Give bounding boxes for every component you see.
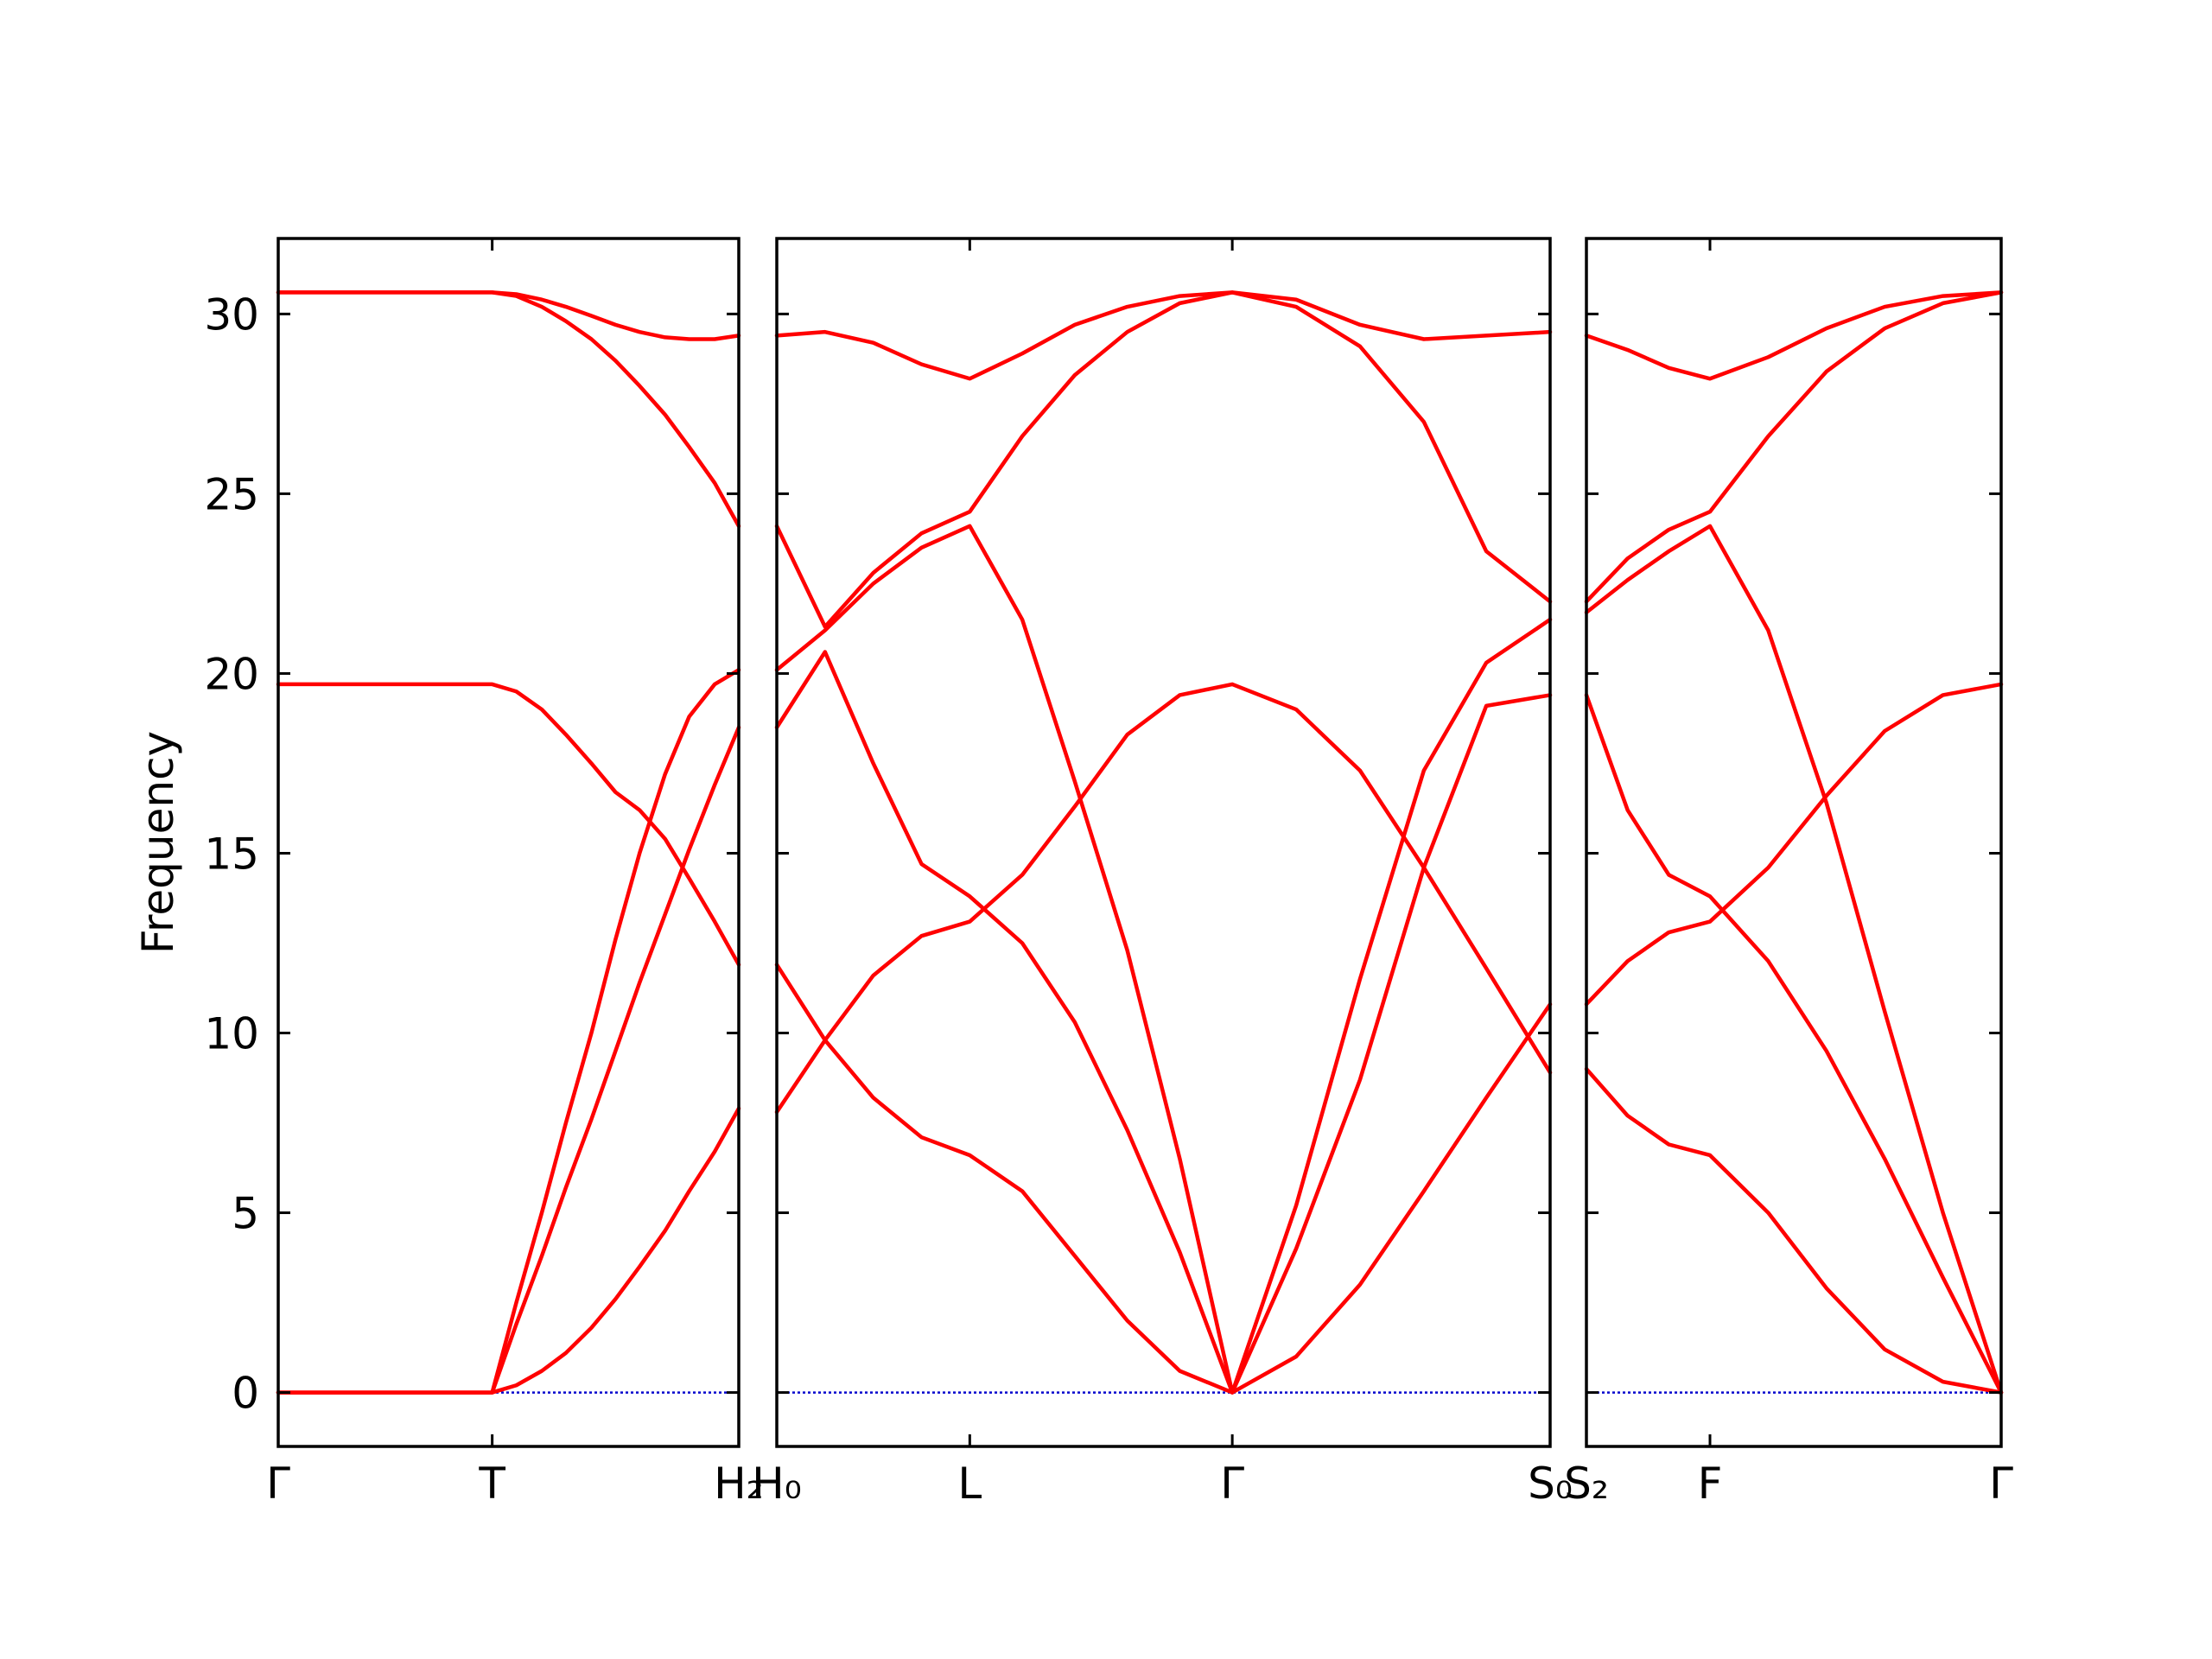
y-axis-label: Frequency (133, 731, 183, 954)
x-tick-label: H₀ (752, 1459, 802, 1509)
x-tick-label: S₂ (1564, 1459, 1609, 1509)
band-line (276, 668, 741, 1395)
band-line (774, 682, 1553, 1115)
y-tick-label: 10 (204, 1009, 259, 1059)
band-line (774, 290, 1553, 381)
x-tick-label: Γ (1220, 1459, 1244, 1509)
band-line (1584, 1066, 2004, 1395)
band-line (1584, 693, 2004, 1395)
band-line (1584, 524, 2004, 1395)
y-tick-label: 30 (204, 289, 259, 340)
x-tick-label: Γ (266, 1459, 290, 1509)
x-tick-label: L (957, 1459, 982, 1509)
band-line (774, 650, 1553, 1395)
band-line (1584, 682, 2004, 1007)
axes-frame (1585, 237, 2003, 1448)
band-line (1584, 290, 2004, 604)
band-line (774, 963, 1553, 1395)
y-tick-label: 15 (204, 829, 259, 879)
band-line (276, 290, 741, 529)
x-tick-label: S₀ (1528, 1459, 1573, 1509)
x-tick-label: Γ (1989, 1459, 2013, 1509)
y-tick-label: 0 (232, 1369, 259, 1419)
band-line (1584, 290, 2004, 381)
band-line (774, 524, 1553, 1395)
band-line (276, 1106, 741, 1395)
y-tick-label: 20 (204, 649, 259, 699)
y-tick-label: 25 (204, 469, 259, 519)
band-line (276, 290, 741, 341)
x-tick-label: T (478, 1459, 505, 1509)
band-line (774, 290, 1553, 629)
band-line (276, 725, 741, 1395)
axes-frame (775, 237, 1552, 1448)
y-tick-label: 5 (232, 1189, 259, 1239)
x-tick-label: H₂ (714, 1459, 764, 1509)
x-tick-label: F (1698, 1459, 1723, 1509)
band-line (276, 682, 741, 967)
axes-frame (276, 237, 741, 1448)
